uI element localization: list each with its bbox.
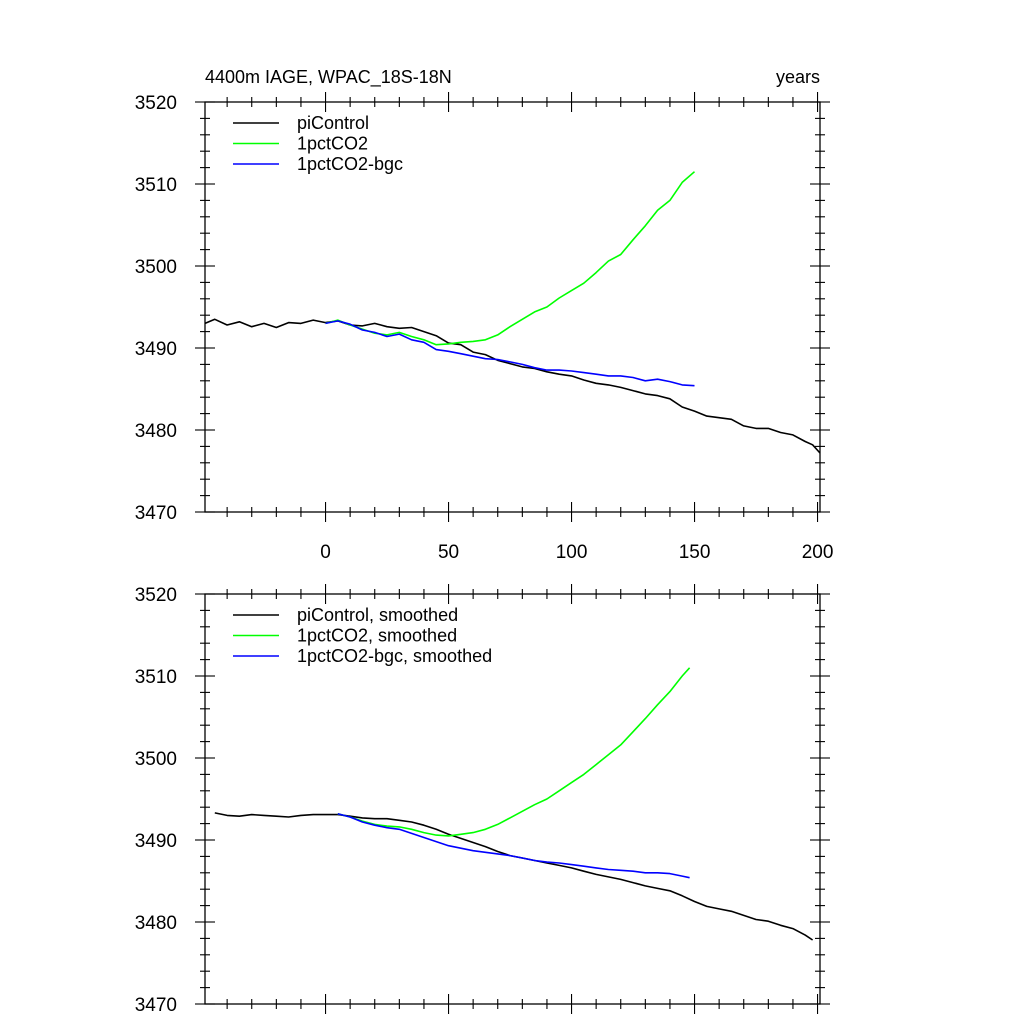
y-axis-ticks: [195, 593, 830, 1005]
series-line-3: [325, 320, 695, 387]
y-tick-label: 3520: [135, 585, 177, 606]
x-tick-label: 200: [802, 542, 834, 563]
plot-frame: [204, 101, 821, 513]
series-line-2: [325, 171, 696, 346]
chart-panel-2: 3470 3480 3490 3500 3510 3520 piControl, smoot…: [135, 584, 830, 1016]
legend-label: 1pctCO2-bgc, smoothed: [297, 646, 492, 666]
y-tick-label: 3470: [135, 503, 177, 524]
y-tick-label: 3510: [135, 667, 177, 688]
legend-label: 1pctCO2-bgc: [297, 154, 403, 174]
x-tick-label: 100: [556, 542, 588, 563]
y-tick-label: 3500: [135, 749, 177, 770]
legend-label: piControl: [297, 113, 369, 133]
x-axis-ticks: [226, 584, 819, 1014]
y-tick-label: 3510: [135, 175, 177, 196]
x-axis-ticks: [226, 92, 819, 522]
y-axis-ticks: [195, 101, 830, 513]
plot-frame: [204, 593, 821, 1005]
y-tick-label: 3520: [135, 93, 177, 114]
series-line-1: [204, 318, 821, 454]
legend-label: piControl, smoothed: [297, 605, 458, 625]
x-tick-label: 0: [320, 542, 331, 563]
y-tick-label: 3490: [135, 831, 177, 852]
legend-label: 1pctCO2: [297, 134, 368, 154]
chart-title: 4400m IAGE, WPAC_18S-18N: [205, 67, 452, 88]
chart-panel-1: 3470 3480 3490 3500 3510 3520 0 50 100 150 200 4400…: [135, 67, 834, 563]
chart-title-right: years: [776, 67, 820, 87]
x-tick-label: 150: [679, 542, 711, 563]
legend-label: 1pctCO2, smoothed: [297, 626, 457, 646]
y-tick-label: 3480: [135, 421, 177, 442]
series-line-2: [337, 667, 691, 837]
x-tick-label: 50: [438, 542, 459, 563]
y-tick-label: 3490: [135, 339, 177, 360]
series-line-1: [214, 812, 814, 941]
y-tick-label: 3470: [135, 995, 177, 1016]
series-line-3: [337, 813, 690, 879]
y-tick-label: 3480: [135, 913, 177, 934]
y-tick-label: 3500: [135, 257, 177, 278]
